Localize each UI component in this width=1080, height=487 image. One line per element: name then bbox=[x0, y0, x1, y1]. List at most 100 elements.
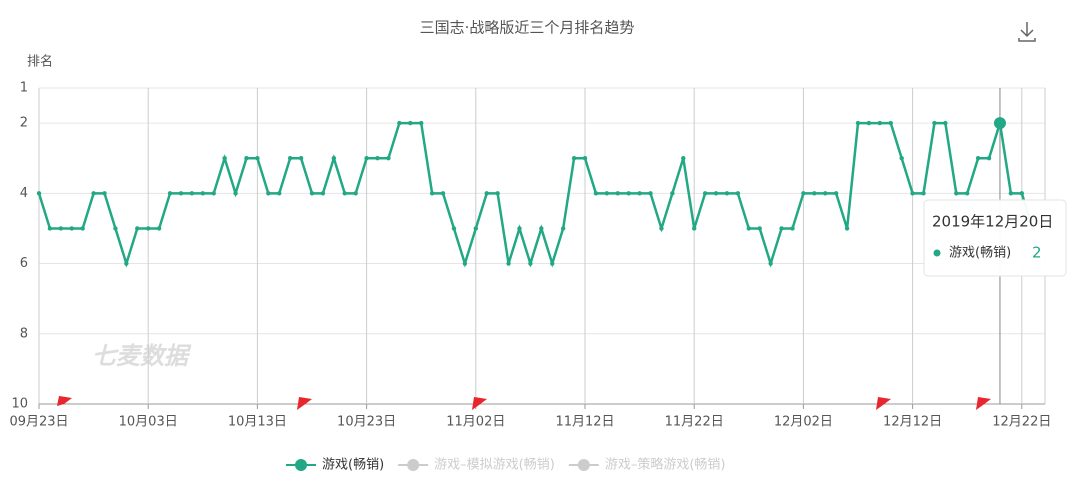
x-tick-label: 10月23日 bbox=[337, 415, 396, 430]
x-tick-label: 11月22日 bbox=[665, 415, 724, 430]
data-point bbox=[670, 191, 675, 196]
data-point bbox=[298, 156, 304, 161]
data-point bbox=[506, 261, 511, 266]
data-point bbox=[539, 226, 544, 231]
data-point bbox=[681, 156, 686, 161]
data-point bbox=[124, 261, 129, 266]
x-tick-label: 12月02日 bbox=[774, 415, 833, 430]
data-point bbox=[233, 191, 238, 196]
event-flags bbox=[57, 396, 991, 410]
data-point bbox=[593, 191, 599, 196]
data-point bbox=[975, 156, 981, 161]
data-point bbox=[615, 191, 620, 196]
data-point bbox=[113, 226, 118, 231]
data-point bbox=[932, 120, 937, 126]
data-point bbox=[462, 261, 468, 266]
data-point bbox=[440, 191, 446, 196]
data-point bbox=[855, 120, 861, 126]
data-point bbox=[877, 120, 883, 126]
data-point bbox=[746, 226, 751, 231]
legend-dot bbox=[295, 459, 307, 471]
data-point bbox=[550, 261, 555, 266]
data-point bbox=[812, 191, 817, 196]
data-point bbox=[993, 117, 1006, 130]
x-tick-label: 09月23日 bbox=[9, 415, 68, 430]
data-point bbox=[823, 191, 828, 196]
data-point bbox=[659, 226, 664, 231]
data-point bbox=[419, 120, 424, 126]
data-point bbox=[200, 191, 205, 196]
data-point bbox=[517, 226, 522, 231]
data-point bbox=[921, 191, 926, 196]
data-point bbox=[47, 226, 53, 231]
data-point bbox=[528, 261, 533, 266]
data-point bbox=[833, 191, 839, 196]
data-point bbox=[637, 191, 642, 196]
legend-label: 游戏–模拟游戏(畅销) bbox=[434, 458, 555, 473]
x-tick-label: 12月22日 bbox=[992, 415, 1051, 430]
data-point bbox=[954, 191, 959, 196]
y-tick-label: 1 bbox=[20, 81, 28, 96]
y-tick-label: 2 bbox=[20, 116, 28, 131]
tooltip-box bbox=[923, 199, 1067, 277]
data-point bbox=[1019, 191, 1024, 196]
legend-item[interactable]: 游戏–模拟游戏(畅销) bbox=[398, 458, 555, 473]
data-point bbox=[386, 156, 391, 161]
data-point bbox=[342, 191, 347, 196]
data-point bbox=[888, 120, 893, 126]
data-point bbox=[473, 226, 478, 231]
data-point bbox=[146, 226, 151, 231]
chart-title: 三国志·战略版近三个月排名趋势 bbox=[420, 19, 635, 37]
y-axis-label: 排名 bbox=[27, 54, 53, 70]
data-point bbox=[222, 156, 227, 161]
tooltip-series: 游戏(畅销) bbox=[949, 246, 1011, 261]
data-point bbox=[702, 191, 708, 196]
data-point bbox=[582, 156, 588, 161]
data-point bbox=[692, 226, 697, 231]
data-point bbox=[626, 191, 631, 196]
data-point bbox=[266, 191, 271, 196]
legend-item[interactable]: 游戏(畅销) bbox=[286, 458, 384, 473]
watermark: 七麦数据 bbox=[92, 342, 192, 370]
x-tick-label: 11月02日 bbox=[446, 415, 505, 430]
data-point bbox=[91, 191, 96, 196]
legend-label: 游戏(畅销) bbox=[322, 458, 384, 473]
x-tick-label: 11月12日 bbox=[555, 415, 614, 430]
legend-dot bbox=[407, 459, 420, 471]
data-point bbox=[364, 156, 369, 161]
tooltip-dot bbox=[933, 249, 941, 257]
x-tick-label: 10月13日 bbox=[228, 415, 287, 430]
y-tick-label: 10 bbox=[11, 397, 28, 412]
data-point bbox=[790, 226, 795, 231]
data-point bbox=[724, 191, 730, 196]
download-icon[interactable] bbox=[1018, 22, 1036, 42]
data-point bbox=[244, 156, 249, 161]
legend-item[interactable]: 游戏–策略游戏(畅销) bbox=[568, 457, 726, 473]
legend-label: 游戏–策略游戏(畅销) bbox=[605, 457, 726, 473]
data-point bbox=[397, 120, 402, 126]
data-point bbox=[604, 191, 610, 196]
data-point bbox=[713, 191, 719, 196]
data-point bbox=[1008, 191, 1014, 196]
data-point bbox=[375, 156, 380, 161]
data-point bbox=[309, 191, 315, 196]
data-point bbox=[757, 226, 762, 231]
data-point bbox=[801, 191, 806, 196]
data-point bbox=[844, 226, 850, 231]
data-point bbox=[943, 120, 948, 126]
data-point bbox=[965, 191, 970, 196]
y-tick-label: 6 bbox=[20, 256, 28, 271]
tooltip-title: 2019年12月20日 bbox=[932, 213, 1053, 231]
data-point bbox=[167, 191, 173, 196]
data-point bbox=[560, 226, 566, 231]
data-point bbox=[495, 191, 500, 196]
data-point bbox=[135, 226, 140, 231]
data-point bbox=[866, 120, 872, 126]
data-point bbox=[69, 226, 74, 231]
data-point bbox=[986, 156, 992, 161]
data-point bbox=[735, 191, 741, 196]
data-point bbox=[287, 156, 293, 161]
data-point bbox=[451, 226, 457, 231]
